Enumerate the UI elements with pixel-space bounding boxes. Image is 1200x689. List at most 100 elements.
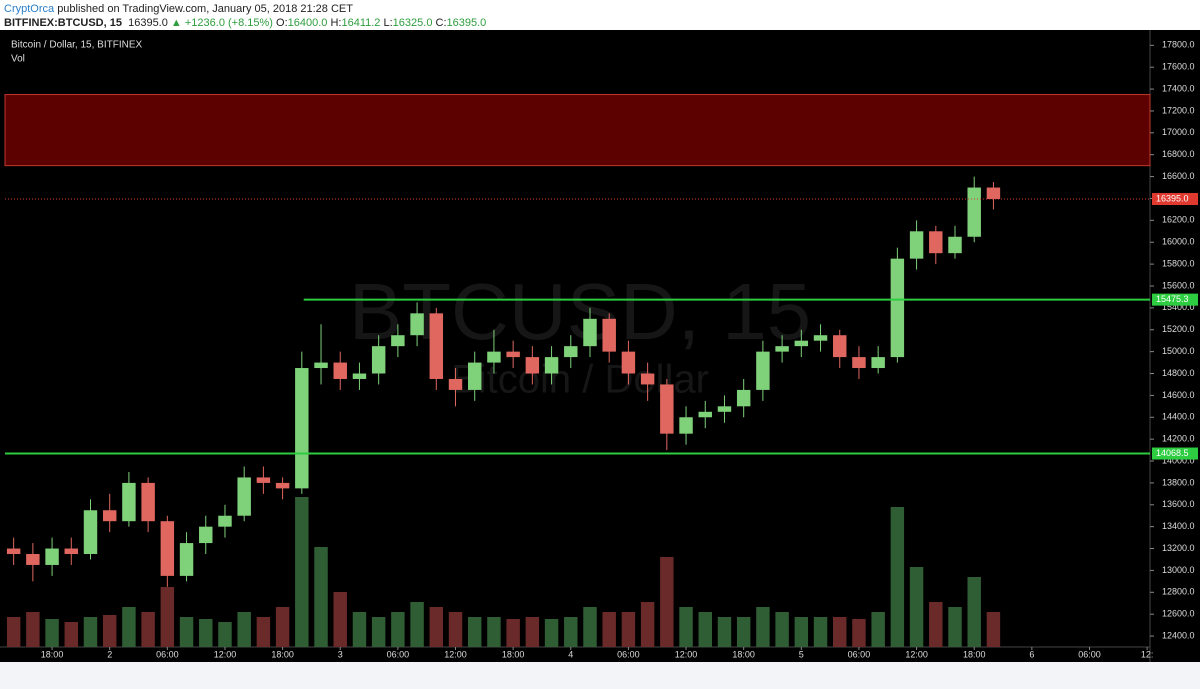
candle-body — [45, 548, 59, 565]
candle-body — [467, 362, 482, 390]
candle-body — [813, 335, 828, 341]
x-tick-label: 3 — [338, 649, 343, 659]
candle-body — [237, 477, 251, 516]
resistance-zone — [4, 94, 1151, 167]
x-tick-label: 6 — [1029, 649, 1034, 659]
candle-body — [717, 406, 732, 412]
volume-bar — [525, 617, 540, 647]
candle-body — [544, 357, 559, 374]
volume-bar — [583, 607, 597, 647]
y-tick-label: 12400.0 — [1162, 630, 1195, 640]
x-tick-label: 12:00 — [675, 649, 698, 659]
candle-body — [736, 389, 751, 407]
x-tick-label: 18:00 — [271, 649, 294, 659]
candle-body — [26, 554, 40, 565]
candle-body — [487, 351, 501, 363]
candle-body — [141, 482, 155, 522]
candle-body — [583, 318, 597, 347]
volume-bar — [717, 617, 732, 647]
candle-body — [698, 411, 712, 418]
y-tick-label: 13600.0 — [1162, 499, 1195, 509]
volume-bar — [660, 557, 674, 647]
x-tick-label: 06:00 — [156, 649, 179, 659]
symbol: BITFINEX:BTCUSD, 15 — [4, 17, 122, 29]
volume-bar — [467, 617, 482, 647]
y-tick-label: 13200.0 — [1162, 543, 1195, 553]
y-tick-label: 16000.0 — [1162, 237, 1195, 247]
volume-bar — [410, 602, 424, 647]
volume-bar — [621, 612, 636, 647]
candle-body — [564, 346, 578, 358]
y-tick-label: 14600.0 — [1162, 390, 1195, 400]
y-tick-label: 15200.0 — [1162, 324, 1195, 334]
volume-bar — [102, 615, 117, 647]
ohlc-value: 16400.0 — [287, 17, 328, 29]
y-tick-label: 14400.0 — [1162, 412, 1195, 422]
volume-bar — [909, 567, 924, 647]
candle-body — [871, 357, 885, 369]
y-tick-label: 13400.0 — [1162, 521, 1195, 531]
y-tick-label: 15800.0 — [1162, 258, 1195, 268]
volume-bar — [544, 619, 559, 647]
volume-bar — [679, 607, 693, 647]
x-tick-label: 18:00 — [502, 649, 525, 659]
candle-body — [448, 378, 463, 390]
volume-bar — [429, 607, 444, 647]
volume-bar — [45, 619, 59, 647]
candle-body — [410, 313, 424, 336]
candle-body — [967, 187, 981, 237]
volume-bar — [871, 612, 885, 647]
volume-bar — [698, 612, 712, 647]
change: +1236.0 (+8.15%) — [184, 17, 273, 29]
volume-label: Vol — [11, 54, 25, 65]
arrow: ▲ — [170, 17, 182, 29]
volume-bar — [391, 612, 405, 647]
candle-body — [218, 515, 232, 527]
volume-bar — [852, 619, 866, 647]
candle-body — [909, 231, 924, 259]
last-price-label: 16395.0 — [1156, 193, 1189, 203]
watermark: BTCUSD, 15 — [349, 267, 811, 356]
candle-body — [506, 351, 520, 358]
x-tick-label: 4 — [568, 649, 573, 659]
candle-body — [429, 313, 444, 379]
footer — [0, 662, 1200, 689]
volume-bar — [602, 612, 616, 647]
candle-body — [948, 236, 962, 254]
volume-bar — [352, 612, 367, 647]
volume-bar — [506, 619, 520, 647]
volume-bar — [314, 547, 328, 647]
ohlc-label: C: — [435, 17, 447, 29]
y-tick-label: 16200.0 — [1162, 215, 1195, 225]
x-tick-label: 06:00 — [1078, 649, 1101, 659]
volume-bar — [487, 617, 501, 647]
level-tag — [1152, 293, 1198, 306]
volume-bar — [333, 592, 347, 647]
candle-body — [314, 362, 328, 369]
x-tick-label: 2 — [107, 649, 112, 659]
header: CryptOrca published on TradingView.com, … — [4, 2, 489, 30]
volume-bar — [218, 622, 232, 647]
candle-body — [660, 384, 674, 434]
candle-body — [756, 351, 770, 390]
volume-bar — [371, 617, 386, 647]
volume-bar — [64, 622, 79, 647]
candle-body — [160, 521, 175, 576]
y-tick-label: 12800.0 — [1162, 587, 1195, 597]
volume-bar — [967, 577, 981, 647]
volume-bar — [122, 607, 136, 647]
x-tick-label: 18:00 — [732, 649, 755, 659]
volume-bar — [6, 617, 21, 647]
level-tag — [1152, 447, 1198, 460]
candle-body — [295, 368, 309, 489]
candle-body — [852, 357, 866, 369]
volume-bar — [237, 612, 251, 647]
candle-body — [890, 258, 905, 358]
volume-bar — [756, 607, 770, 647]
y-tick-label: 13800.0 — [1162, 477, 1195, 487]
candle-body — [83, 510, 98, 555]
author[interactable]: CryptOrca — [4, 3, 55, 15]
y-tick-label: 14800.0 — [1162, 368, 1195, 378]
y-tick-label: 17400.0 — [1162, 83, 1195, 93]
volume-bar — [929, 602, 943, 647]
